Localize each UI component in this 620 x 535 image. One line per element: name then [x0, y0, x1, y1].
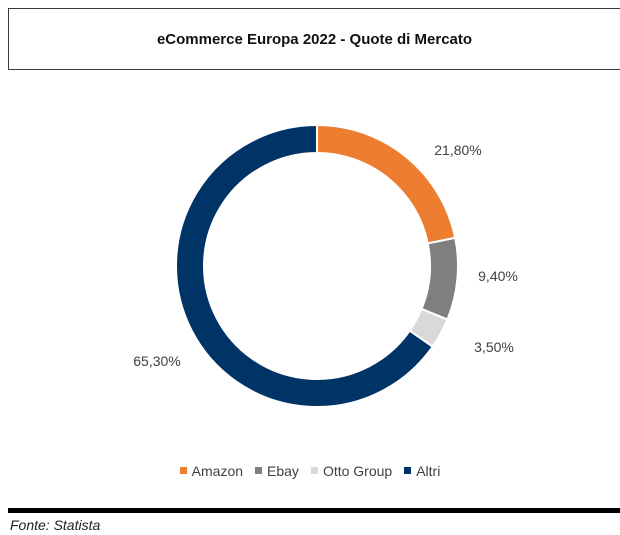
- legend-item-amazon: Amazon: [179, 462, 244, 479]
- legend-swatch: [404, 467, 412, 474]
- legend-swatch: [255, 467, 263, 474]
- donut-slice-altri: [175, 123, 435, 408]
- legend-label: Amazon: [191, 462, 244, 479]
- data-label-amazon: 21,80%: [434, 142, 481, 158]
- data-label-ebay: 9,40%: [478, 268, 518, 284]
- legend-swatch: [179, 467, 187, 474]
- data-label-otto-group: 3,50%: [474, 339, 514, 355]
- source-note: Fonte: Statista: [10, 517, 101, 533]
- legend-label: Ebay: [267, 462, 299, 479]
- donut-slice-ebay: [420, 236, 459, 321]
- legend-item-otto-group: Otto Group: [310, 462, 393, 479]
- data-label-altri: 65,30%: [133, 353, 180, 369]
- chart-legend: Amazon Ebay Otto Group Altri: [0, 461, 620, 479]
- legend-label: Altri: [416, 462, 441, 479]
- legend-swatch: [310, 467, 318, 474]
- chart-title: eCommerce Europa 2022 - Quote di Mercato: [156, 30, 473, 48]
- legend-item-altri: Altri: [404, 463, 440, 479]
- bottom-divider: [8, 508, 620, 513]
- legend-item-ebay: Ebay: [255, 463, 299, 479]
- chart-title-box: eCommerce Europa 2022 - Quote di Mercato: [8, 8, 620, 70]
- legend-label: Otto Group: [322, 462, 393, 479]
